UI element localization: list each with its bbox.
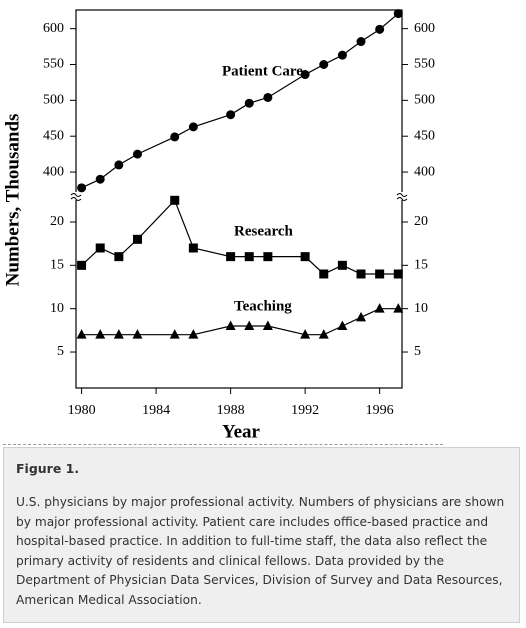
y2-tick-label: 400 xyxy=(414,164,435,179)
y-tick-label: 10 xyxy=(50,301,64,316)
point xyxy=(95,329,106,339)
point xyxy=(374,303,385,313)
point xyxy=(393,9,403,19)
y2-tick-label: 450 xyxy=(414,128,435,143)
point xyxy=(393,303,404,313)
point xyxy=(356,37,366,47)
point xyxy=(113,329,124,339)
series-label: Teaching xyxy=(234,298,292,314)
point xyxy=(170,132,180,142)
point xyxy=(169,329,180,339)
y2-tick-label: 500 xyxy=(414,93,435,108)
y2-tick-label: 5 xyxy=(414,344,421,359)
point xyxy=(375,24,385,34)
y-tick-label: 400 xyxy=(43,164,64,179)
point xyxy=(300,329,311,339)
point xyxy=(114,252,124,262)
y-tick-label: 450 xyxy=(43,128,64,143)
y-tick-label: 15 xyxy=(50,258,64,273)
x-tick-label: 1996 xyxy=(366,403,394,418)
point xyxy=(319,59,329,69)
point xyxy=(244,320,255,331)
point xyxy=(226,252,236,262)
x-tick-label: 1980 xyxy=(68,403,96,418)
point xyxy=(244,252,254,262)
point xyxy=(244,98,254,108)
series-line xyxy=(81,13,399,189)
point xyxy=(337,50,347,60)
caption-box: Figure 1. U.S. physicians by major profe… xyxy=(3,447,520,623)
point xyxy=(356,311,367,322)
point xyxy=(337,320,348,331)
x-tick-label: 1992 xyxy=(291,403,319,418)
y-axis-title: Numbers, Thousands xyxy=(2,114,23,287)
point xyxy=(262,320,273,331)
y-tick-label: 600 xyxy=(43,21,64,36)
y2-tick-label: 550 xyxy=(414,57,435,72)
point xyxy=(356,269,366,279)
point xyxy=(318,329,329,339)
figure-label: Figure 1. xyxy=(16,461,80,476)
y-tick-label: 500 xyxy=(43,93,64,108)
point xyxy=(226,110,236,120)
point xyxy=(337,260,347,270)
x-axis-title: Year xyxy=(222,421,261,442)
chart: Numbers, Thousands Year 400 400 450 450 500 5… xyxy=(2,9,435,442)
point xyxy=(188,329,199,339)
x-tick-label: 1984 xyxy=(142,403,170,418)
y2-tick-label: 10 xyxy=(414,301,428,316)
x-tick-label: 1988 xyxy=(217,403,245,418)
point xyxy=(188,243,198,253)
figure-caption: U.S. physicians by major professional ac… xyxy=(16,495,505,607)
axis-break xyxy=(70,192,408,201)
point xyxy=(300,70,310,80)
y2-tick-label: 600 xyxy=(414,21,435,36)
y-tick-label: 550 xyxy=(43,57,64,72)
y2-tick-label: 20 xyxy=(414,214,428,229)
point xyxy=(263,252,273,262)
point xyxy=(77,183,87,193)
point xyxy=(393,269,403,279)
point xyxy=(132,329,143,339)
point xyxy=(95,243,105,253)
y-tick-label: 20 xyxy=(50,214,64,229)
point xyxy=(225,320,236,331)
point xyxy=(132,234,142,244)
point xyxy=(319,269,329,279)
series-label: Research xyxy=(234,223,294,239)
y2-tick-label: 15 xyxy=(414,258,428,273)
point xyxy=(188,122,198,132)
point xyxy=(170,195,180,205)
y-tick-label: 5 xyxy=(57,344,64,359)
point xyxy=(76,329,87,339)
series-label: Patient Care xyxy=(222,63,303,79)
separator xyxy=(3,444,443,445)
point xyxy=(132,149,142,159)
point xyxy=(77,260,87,270)
point xyxy=(95,174,105,184)
point xyxy=(300,252,310,262)
point xyxy=(114,160,124,170)
point xyxy=(375,269,385,279)
point xyxy=(263,92,273,102)
